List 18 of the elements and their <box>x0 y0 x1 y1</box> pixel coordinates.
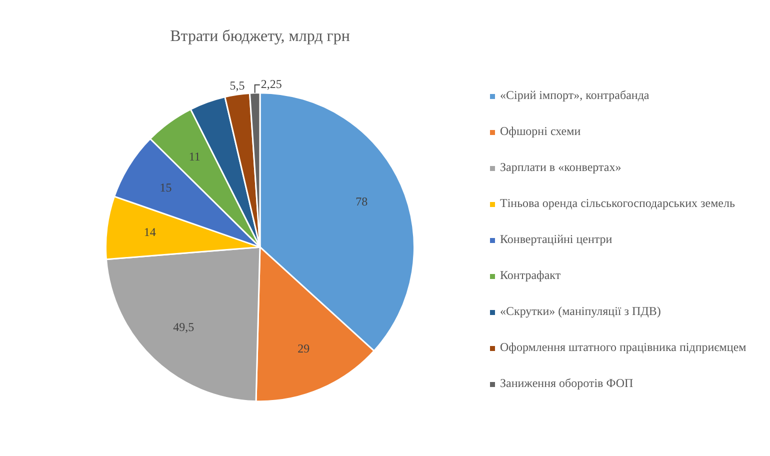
data-label: 11 <box>188 149 200 164</box>
legend-label: Зарплати в «конвертах» <box>500 160 622 175</box>
data-label: 29 <box>298 341 310 356</box>
legend-label: Заниження оборотів ФОП <box>500 376 634 391</box>
legend-label: Офшорні схеми <box>500 124 581 139</box>
data-label: 15 <box>160 180 172 195</box>
data-label: 78 <box>356 194 368 208</box>
data-label: 5,5 <box>230 78 245 93</box>
legend-label: «Сірий імпорт», контрабанда <box>500 88 650 103</box>
chart-title: Втрати бюджету, млрд грн <box>170 28 350 45</box>
data-label: 49,5 <box>173 320 194 334</box>
legend-label: «Скрутки» (маніпуляції з ПДВ) <box>500 304 661 319</box>
data-label: 2,25 <box>260 77 282 92</box>
legend-label: Конвертаційні центри <box>500 232 612 247</box>
legend-label: Оформлення штатного працівника підприємцем <box>500 340 746 355</box>
data-label: 14 <box>144 225 156 240</box>
legend-label: Контрафакт <box>500 268 561 283</box>
legend-label: Тіньова оренда сільськогосподарських земель <box>500 196 735 211</box>
